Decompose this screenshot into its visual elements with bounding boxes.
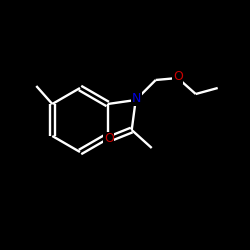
Text: O: O	[173, 70, 183, 84]
Text: N: N	[132, 92, 141, 106]
Text: O: O	[104, 132, 114, 145]
